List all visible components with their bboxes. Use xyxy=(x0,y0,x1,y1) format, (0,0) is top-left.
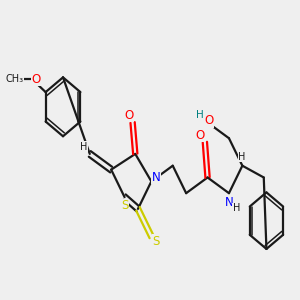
Text: N: N xyxy=(225,196,233,209)
Text: O: O xyxy=(124,109,133,122)
Text: S: S xyxy=(121,199,128,212)
Text: H: H xyxy=(238,152,245,162)
Text: CH₃: CH₃ xyxy=(6,74,24,84)
Text: H: H xyxy=(232,203,240,213)
Text: O: O xyxy=(204,114,214,127)
Text: N: N xyxy=(152,171,161,184)
Text: O: O xyxy=(32,73,41,86)
Text: H: H xyxy=(196,110,203,120)
Text: H: H xyxy=(80,142,88,152)
Text: S: S xyxy=(152,235,160,248)
Text: O: O xyxy=(195,129,205,142)
